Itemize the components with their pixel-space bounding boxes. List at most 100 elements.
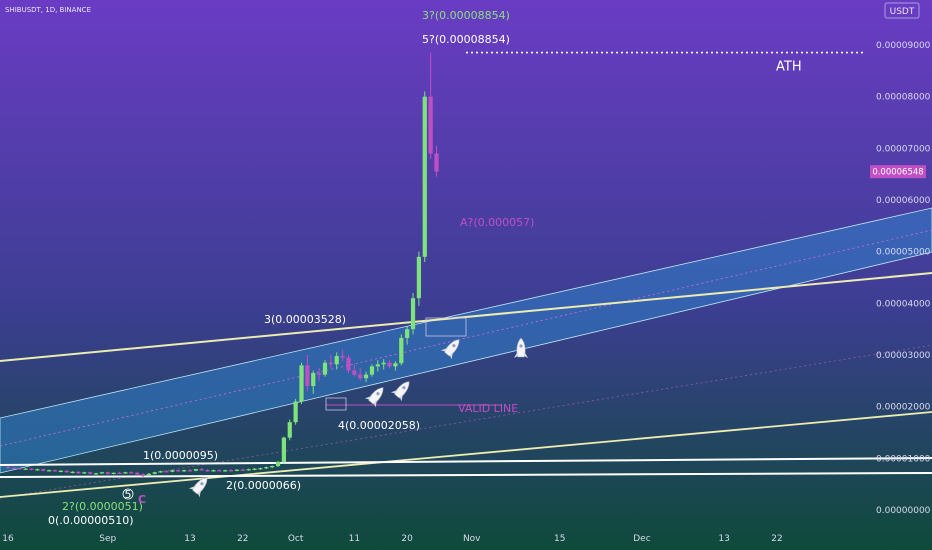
ath-label: ATH [776,60,802,75]
y-tick-label: 0.00005000 [876,248,931,258]
candle-body [234,469,240,471]
candle-body [99,472,105,474]
candle-body [275,461,281,467]
y-tick-label: 0.00006000 [876,196,931,206]
candle-body [52,470,58,472]
rocket-fin [390,389,404,402]
candle-body [123,472,128,474]
annotation-label: A?(0.000057) [460,216,534,229]
candle-body [369,366,375,375]
candle-body [17,468,22,470]
rocket-body [394,381,410,399]
candle-body [258,468,263,470]
wave-circle-marker [122,488,134,500]
candle-body [205,470,210,472]
x-tick-label: Dec [633,534,650,544]
candle-body [322,362,328,375]
x-tick-label: 15 [554,534,565,544]
candle-body [352,370,357,375]
candle-body [158,471,163,473]
candle-body [410,298,416,330]
candle-body [305,365,310,386]
x-tick-label: 22 [237,534,248,544]
candle-body [428,96,433,154]
candle-body [334,356,339,365]
candle-body [193,469,198,471]
candle-body [35,469,40,471]
rocket-markers [188,337,528,498]
rocket-icon [364,387,384,408]
x-tick-label: 22 [771,534,782,544]
candle-body [29,468,34,470]
candle-body [316,373,322,375]
annotation-label: 3(0.00003528) [264,313,346,326]
x-tick-label: Oct [288,534,304,544]
y-tick-label: 0.00004000 [876,299,931,309]
resistance-trendline [0,272,932,362]
rocket-body [368,387,384,405]
candle-body [70,471,75,473]
y-tick-label: 0.00008000 [876,93,931,103]
rocket-fin [514,351,528,358]
candle-body [129,472,134,474]
candle-body [416,256,422,299]
currency-badge[interactable]: USDT [890,7,915,17]
x-tick-label: 13 [184,534,195,544]
annotation-label: 4(0.00002058) [338,419,420,432]
currency-badge-box[interactable] [884,2,920,19]
symbol-title: SHIBUSDT, 1D, BINANCE [5,6,91,14]
candle-body [264,467,269,469]
rocket-window [402,386,406,390]
candle-body [46,470,52,472]
candle-body [375,364,380,367]
candle-body [299,365,304,402]
candle-body [5,467,11,469]
candle-body [93,473,99,475]
candle-body [393,363,398,367]
candle-body [422,96,427,257]
candle-body [135,472,140,475]
candle-body [311,373,316,386]
rocket-window [200,482,204,486]
candle-body [293,401,298,423]
annotation-label: 1(0.0000095) [143,449,218,462]
y-tick-label: 0.00003000 [876,351,931,361]
channel-band [0,207,932,474]
candle-body [252,468,257,470]
candle-body [140,474,146,476]
candle-body [434,153,439,172]
candle-body [152,472,157,474]
candle-body [117,472,122,474]
candle-body [328,362,333,365]
candle-body [340,356,345,358]
regression-channel[interactable] [0,207,932,499]
y-tick-label: 0.00007000 [876,144,931,154]
candle-body [240,469,245,471]
candle-body [387,362,392,367]
y-tick-label: 0.00000000 [876,506,931,516]
candle-body [11,467,16,469]
retest-box [325,397,347,411]
rocket-icon [514,337,528,358]
candle-body [88,472,93,474]
candle-body [363,374,369,379]
rocket-icon [390,381,410,402]
candle-body [105,472,110,474]
y-axis: 0.00000000 0.00001000 0.00002000 0.00003000… [876,41,931,516]
x-tick-label: Nov [463,534,481,544]
last-price-tag [870,165,926,179]
candle-body [146,473,151,476]
annotation-label: 0(.0.00000510) [48,514,134,527]
candle-body [223,470,228,472]
trendlines[interactable] [0,272,932,498]
candle-body [228,470,234,472]
candle-body [170,470,175,472]
rocket-fin [364,395,378,408]
x-tick-label: 13 [718,534,729,544]
x-tick-label: 16 [2,534,14,544]
candle-body [399,337,404,364]
candle-body [381,362,386,365]
candle-body [270,466,275,468]
candles [5,52,439,477]
